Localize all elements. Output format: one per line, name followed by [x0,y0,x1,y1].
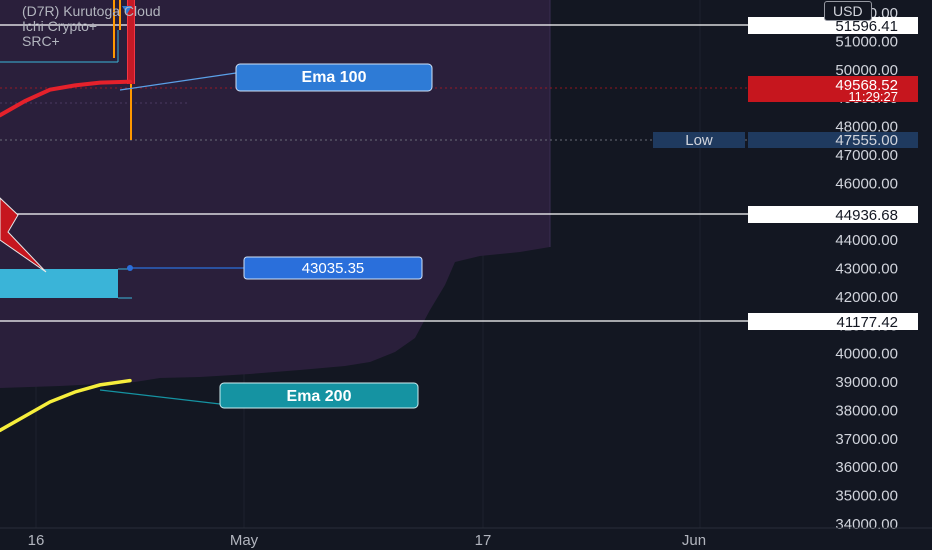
ema200-callout [219,382,419,409]
ema100-line [0,79,132,118]
price-countdown: 11:29:27 [848,89,898,104]
level-badge-44936: 44936.68 [835,207,898,224]
price-value: 49568.52 [835,77,898,94]
low-badge-value: 47555.00 [835,132,898,149]
zone-box [0,269,118,298]
level-callout-text: 43035.35 [302,260,365,277]
x-axis: 16 May 17 Jun [28,532,706,549]
low-badge-label-bg [653,132,745,148]
y-tick-label: 35000.00 [835,488,898,505]
low-badge-label: Low [685,132,713,149]
kurutoga-cloud [0,0,550,388]
ema200-line [0,378,132,433]
level-badge-51596: 51596.41 [835,18,898,35]
y-tick-label: 42000.00 [835,289,898,306]
red-callout-pointer [0,197,47,273]
currency-badge[interactable]: USD [824,1,872,21]
indicator-legend: (D7R) Kurutoga Cloud Ichi Crypto+ SRC+ [22,4,161,49]
y-tick-label: 38000.00 [835,402,898,419]
ema200-callout-text: Ema 200 [287,388,352,405]
x-tick-jun: Jun [682,532,706,549]
y-tick-label: 44000.00 [835,232,898,249]
candles [113,0,135,140]
level-badge-41177: 41177.42 [837,314,898,331]
legend-src[interactable]: SRC+ [22,33,60,49]
level-badges: 51596.41 44936.68 41177.42 [748,17,918,331]
y-tick-label: 39000.00 [835,374,898,391]
ema100-callout-text: Ema 100 [302,69,367,86]
ema200-pointer [99,389,221,405]
x-tick-17: 17 [475,532,492,549]
x-tick-16: 16 [28,532,45,549]
y-tick-label: 47000.00 [835,147,898,164]
price-badge [748,76,918,102]
level-callout [243,256,423,280]
y-tick-label: 43000.00 [835,261,898,278]
legend-kurutoga[interactable]: (D7R) Kurutoga Cloud [22,3,161,19]
y-tick-label: 40000.00 [835,346,898,363]
x-tick-may: May [230,532,259,549]
low-badge-value-bg [748,132,918,148]
y-tick-label: 34000.00 [835,516,898,533]
ema100-callout [235,63,433,92]
level-lines [0,24,748,322]
y-tick-label: 51000.00 [835,33,898,50]
y-tick-label: 50000.00 [835,62,898,79]
y-tick-label: 37000.00 [835,431,898,448]
ema100-pointer [119,72,237,91]
y-tick-label: 46000.00 [835,175,898,192]
y-tick-label: 36000.00 [835,459,898,476]
y-tick-label: 48000.00 [835,119,898,136]
legend-ichi[interactable]: Ichi Crypto+ [22,18,98,34]
